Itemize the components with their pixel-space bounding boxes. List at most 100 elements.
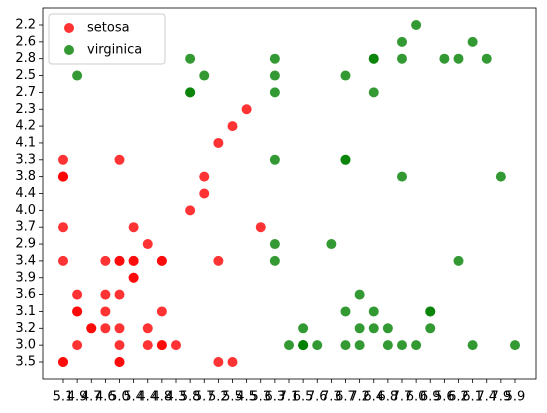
point xyxy=(467,340,478,351)
point xyxy=(467,36,478,47)
point xyxy=(382,340,393,351)
point xyxy=(340,154,351,165)
y-tick-label: 2.7 xyxy=(15,85,36,100)
point xyxy=(354,289,365,300)
legend-box xyxy=(48,13,166,65)
point xyxy=(340,306,351,317)
x-tick-label: 5.3 xyxy=(250,390,271,405)
point xyxy=(354,340,365,351)
point xyxy=(156,255,167,266)
x-tick-label: 7.1 xyxy=(279,390,300,405)
point xyxy=(72,289,83,300)
point xyxy=(199,188,210,199)
point xyxy=(397,36,407,47)
point xyxy=(269,255,280,266)
x-tick-label: 4.7 xyxy=(81,390,102,405)
point xyxy=(213,137,224,148)
point xyxy=(481,53,492,64)
point xyxy=(453,53,464,64)
point xyxy=(241,104,252,115)
point xyxy=(114,255,125,266)
point xyxy=(227,121,238,132)
point xyxy=(142,239,153,250)
point xyxy=(368,306,379,317)
point xyxy=(298,323,309,334)
y-tick-label: 2.5 xyxy=(15,68,36,83)
point xyxy=(269,53,280,64)
point xyxy=(326,239,337,250)
point xyxy=(411,20,422,30)
point xyxy=(100,255,111,266)
y-tick-label: 3.4 xyxy=(15,253,36,268)
point xyxy=(58,357,68,367)
point xyxy=(114,289,125,300)
point xyxy=(72,306,83,317)
point xyxy=(185,87,196,98)
x-tick-label: 4.6 xyxy=(95,390,116,405)
x-tick-label: 6.3 xyxy=(265,390,286,405)
y-tick-label: 4.2 xyxy=(15,119,36,134)
point xyxy=(114,323,125,334)
point xyxy=(439,53,450,64)
x-tick-label: 5.0 xyxy=(109,390,130,405)
y-tick-label: 3.6 xyxy=(15,287,36,302)
point xyxy=(100,323,111,334)
x-tick-label: 5.1 xyxy=(53,390,74,405)
y-tick-label: 3.9 xyxy=(15,270,36,285)
point xyxy=(354,323,365,334)
y-tick-label: 2.2 xyxy=(15,18,36,33)
x-tick-label: 6.0 xyxy=(406,390,427,405)
x-tick-label: 4.3 xyxy=(166,390,187,405)
point xyxy=(453,255,464,266)
point xyxy=(269,239,280,250)
point xyxy=(213,255,224,266)
y-tick-label: 3.3 xyxy=(15,152,36,167)
point xyxy=(227,357,238,367)
x-tick-label: 7.4 xyxy=(476,390,497,405)
y-tick-label: 2.6 xyxy=(15,34,36,49)
x-tick-label: 7.6 xyxy=(307,390,328,405)
point xyxy=(368,87,379,98)
x-tick-label: 4.4 xyxy=(137,390,158,405)
point xyxy=(397,171,407,182)
legend-marker xyxy=(64,45,74,55)
point xyxy=(100,289,111,300)
point xyxy=(58,154,68,165)
x-tick-label: 6.1 xyxy=(462,390,483,405)
point xyxy=(128,272,139,283)
x-tick-label: 7.7 xyxy=(392,390,413,405)
point xyxy=(171,340,181,351)
y-tick-label: 3.5 xyxy=(15,355,36,370)
point xyxy=(128,255,139,266)
point xyxy=(425,306,436,317)
y-tick-label: 3.8 xyxy=(15,169,36,184)
x-tick-label: 7.3 xyxy=(321,390,342,405)
legend-label: setosa xyxy=(87,21,130,36)
x-tick-label: 6.9 xyxy=(420,390,441,405)
x-tick-label: 5.6 xyxy=(434,390,455,405)
y-tick-label: 4.1 xyxy=(15,135,36,150)
point xyxy=(340,70,351,81)
point xyxy=(368,53,379,64)
point xyxy=(298,340,309,351)
point xyxy=(100,306,111,317)
point xyxy=(185,53,196,64)
x-tick-label: 5.4 xyxy=(123,390,144,405)
point xyxy=(213,357,224,367)
point xyxy=(142,340,153,351)
y-tick-label: 4.4 xyxy=(15,186,36,201)
point xyxy=(128,222,139,233)
point xyxy=(269,87,280,98)
legend-marker xyxy=(64,23,74,33)
x-tick-label: 5.5 xyxy=(222,390,243,405)
point xyxy=(185,205,196,216)
point xyxy=(397,340,407,351)
point xyxy=(114,357,125,367)
point xyxy=(58,255,68,266)
x-tick-label: 6.2 xyxy=(448,390,469,405)
x-tick-label: 4.8 xyxy=(152,390,173,405)
point xyxy=(58,222,68,233)
point xyxy=(199,171,210,182)
